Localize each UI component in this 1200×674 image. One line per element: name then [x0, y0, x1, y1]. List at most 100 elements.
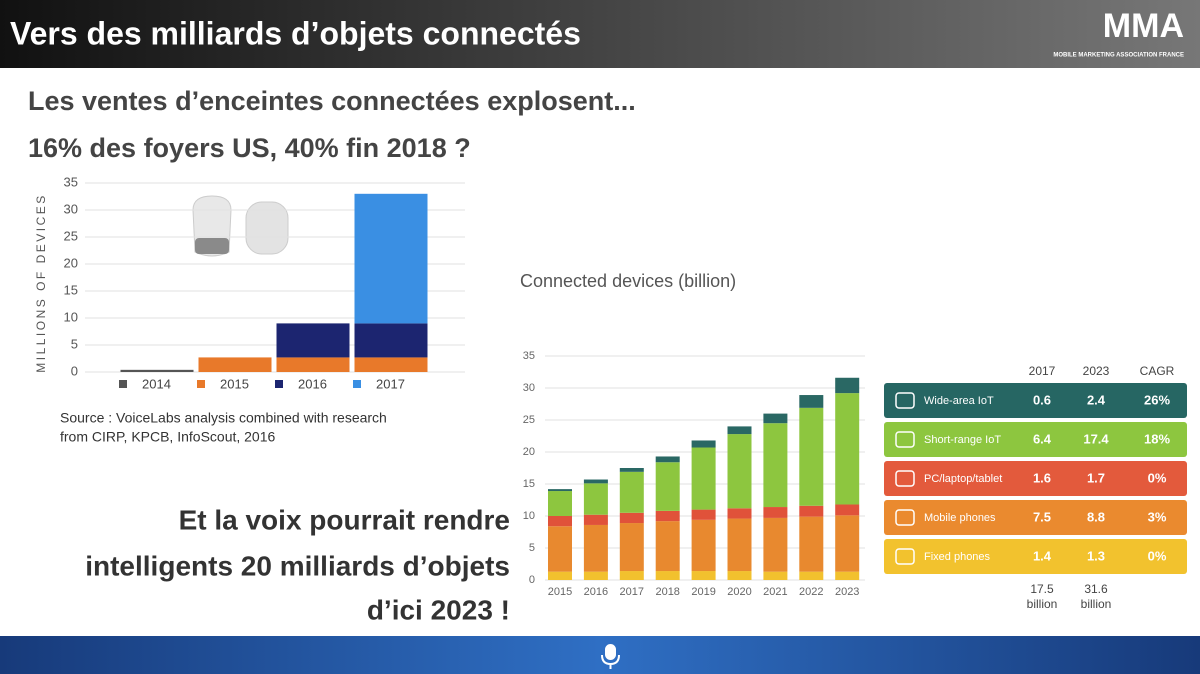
slide-title: Vers des milliards d’objets connectés: [10, 15, 581, 51]
bar-segment: [583, 514, 608, 525]
row-label: Mobile phones: [924, 512, 996, 524]
row-icon: [895, 431, 915, 448]
logo-subtitle: MOBILE MARKETING ASSOCIATION FRANCE: [1053, 53, 1184, 59]
legend-label: 2015: [220, 376, 249, 391]
subtitle: 16% des foyers US, 40% fin 2018 ?: [28, 133, 471, 163]
bar-segment: [763, 423, 788, 508]
bar-segment: [655, 462, 680, 511]
bar-segment: [727, 508, 752, 519]
footer-bar: [0, 636, 1200, 674]
bar-segment: [763, 571, 788, 580]
row-label: Fixed phones: [924, 551, 991, 563]
header-bar: [0, 0, 1200, 68]
x-tick-label: 2015: [548, 586, 572, 598]
bar-segment: [727, 571, 752, 580]
bar-segment: [583, 524, 608, 572]
y-tick-label: 30: [523, 382, 535, 394]
bar-segment: [835, 377, 860, 394]
y-tick-label: 5: [529, 542, 535, 554]
bar-segment: [548, 571, 572, 580]
x-tick-label: 2017: [620, 586, 644, 598]
table-header: CAGR: [1140, 364, 1175, 378]
bar-segment: [799, 571, 824, 580]
mic-icon: [601, 644, 620, 669]
bar-segment: [354, 323, 428, 358]
table-row: [884, 461, 1187, 496]
source: Source : VoiceLabs analysis combined wit…: [60, 410, 387, 426]
row-icon: [895, 392, 915, 409]
row-icon: [895, 509, 915, 526]
bar-segment: [727, 518, 752, 572]
table-row: [884, 500, 1187, 535]
table-total: billion: [1027, 597, 1058, 611]
y-tick-label: 30: [64, 201, 78, 216]
bar-segment: [763, 507, 788, 518]
legend-swatch: [119, 380, 127, 388]
y-axis-label: MILLIONS OF DEVICES: [34, 193, 48, 373]
y-tick-label: 35: [64, 174, 78, 189]
bar-segment: [691, 509, 716, 520]
y-tick-label: 20: [523, 446, 535, 458]
statement: intelligents 20 milliards d’objets: [85, 550, 510, 581]
row-label: PC/laptop/tablet: [924, 473, 1002, 485]
bar-segment: [354, 357, 428, 372]
table-cell: 26%: [1144, 392, 1170, 407]
bar-segment: [548, 491, 572, 516]
bar-segment: [763, 517, 788, 572]
bar-segment: [835, 571, 860, 580]
table-total: 31.6: [1084, 582, 1108, 596]
y-tick-label: 0: [71, 363, 78, 378]
bar-segment: [835, 504, 860, 516]
x-tick-label: 2022: [799, 586, 823, 598]
legend-swatch: [275, 380, 283, 388]
bar-segment: [835, 515, 860, 572]
table-cell: 1.4: [1033, 548, 1052, 563]
chart-title: Connected devices (billion): [520, 271, 736, 291]
bar-segment: [548, 489, 572, 492]
source: from CIRP, KPCB, InfoScout, 2016: [60, 429, 276, 445]
y-tick-label: 35: [523, 350, 535, 362]
statement: Et la voix pourrait rendre: [179, 504, 510, 535]
bar-segment: [727, 426, 752, 435]
table-cell: 7.5: [1033, 509, 1051, 524]
legend-label: 2017: [376, 376, 405, 391]
bar-segment: [120, 369, 194, 372]
x-tick-label: 2020: [727, 586, 751, 598]
bar-segment: [583, 483, 608, 515]
bar-segment: [354, 193, 428, 324]
bar-segment: [619, 471, 644, 513]
table-cell: 6.4: [1033, 431, 1052, 446]
bar-segment: [799, 516, 824, 572]
y-tick-label: 10: [64, 309, 78, 324]
subtitle: Les ventes d’enceintes connectées explos…: [28, 86, 636, 116]
bar-segment: [691, 440, 716, 448]
table-cell: 0%: [1148, 548, 1167, 563]
bar-segment: [276, 323, 350, 358]
y-tick-label: 15: [523, 478, 535, 490]
bar-segment: [799, 395, 824, 408]
table-cell: 3%: [1148, 509, 1167, 524]
x-tick-label: 2021: [763, 586, 787, 598]
bar-segment: [655, 571, 680, 580]
table-total: billion: [1081, 597, 1112, 611]
table-row: [884, 539, 1187, 574]
bar-segment: [619, 571, 644, 580]
table-row: [884, 422, 1187, 457]
speaker-images: [192, 195, 289, 257]
x-tick-label: 2016: [584, 586, 608, 598]
row-label: Short-range IoT: [924, 434, 1001, 446]
bar-segment: [799, 407, 824, 506]
y-tick-label: 0: [529, 574, 535, 586]
table-cell: 0%: [1148, 470, 1167, 485]
legend-swatch: [353, 380, 361, 388]
bar-segment: [655, 456, 680, 463]
table-header: 2017: [1029, 364, 1056, 378]
bar-segment: [198, 357, 272, 372]
bar-segment: [655, 510, 680, 522]
bar-segment: [548, 526, 572, 572]
bar-segment: [619, 523, 644, 572]
table-cell: 1.3: [1087, 548, 1105, 563]
y-tick-label: 15: [64, 282, 78, 297]
y-tick-label: 20: [64, 255, 78, 270]
logo: MMA: [1103, 7, 1184, 45]
